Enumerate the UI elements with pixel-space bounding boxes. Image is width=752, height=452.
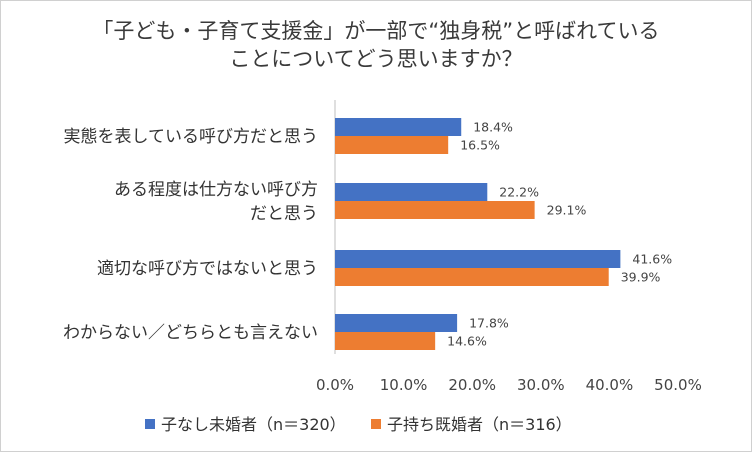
category-label: わからない／どちらとも言えない [63, 323, 318, 343]
data-label: 17.8% [469, 316, 509, 331]
chart-title-line: ことについてどう思いますか？ [229, 47, 522, 71]
category-label: 適切な呼び方ではないと思う [97, 259, 318, 279]
bar-series-1 [335, 118, 462, 136]
x-tick-label: 40.0% [586, 376, 634, 394]
legend-label: 子なし未婚者（n＝320） [161, 415, 346, 434]
x-tick-label: 20.0% [448, 376, 496, 394]
legend-swatch [371, 419, 381, 429]
data-label: 29.1% [547, 203, 587, 218]
data-label: 18.4% [473, 120, 513, 135]
data-label: 14.6% [447, 334, 487, 349]
data-label: 16.5% [460, 138, 500, 153]
data-label: 41.6% [632, 252, 672, 267]
category-label: ある程度は仕方ない呼び方 [114, 180, 318, 200]
chart-title-line: 「子ども・子育て支援金」が一部で“独身税”と呼ばれている [92, 19, 659, 43]
bar-series-1 [335, 314, 458, 332]
bar-series-2 [335, 201, 535, 219]
data-label: 39.9% [621, 270, 661, 285]
x-tick-label: 0.0% [316, 376, 354, 394]
bar-series-2 [335, 332, 436, 350]
x-tick-label: 30.0% [517, 376, 565, 394]
category-label: だと思う [250, 204, 318, 224]
x-tick-label: 10.0% [380, 376, 428, 394]
x-tick-label: 50.0% [654, 376, 702, 394]
category-label: 実態を表している呼び方だと思う [64, 127, 319, 147]
bar-series-2 [335, 268, 609, 286]
legend-swatch [145, 419, 155, 429]
bar-series-1 [335, 250, 621, 268]
legend-label: 子持ち既婚者（n＝316） [387, 415, 572, 434]
data-label: 22.2% [499, 185, 539, 200]
bar-series-2 [335, 136, 449, 154]
bar-series-1 [335, 183, 488, 201]
